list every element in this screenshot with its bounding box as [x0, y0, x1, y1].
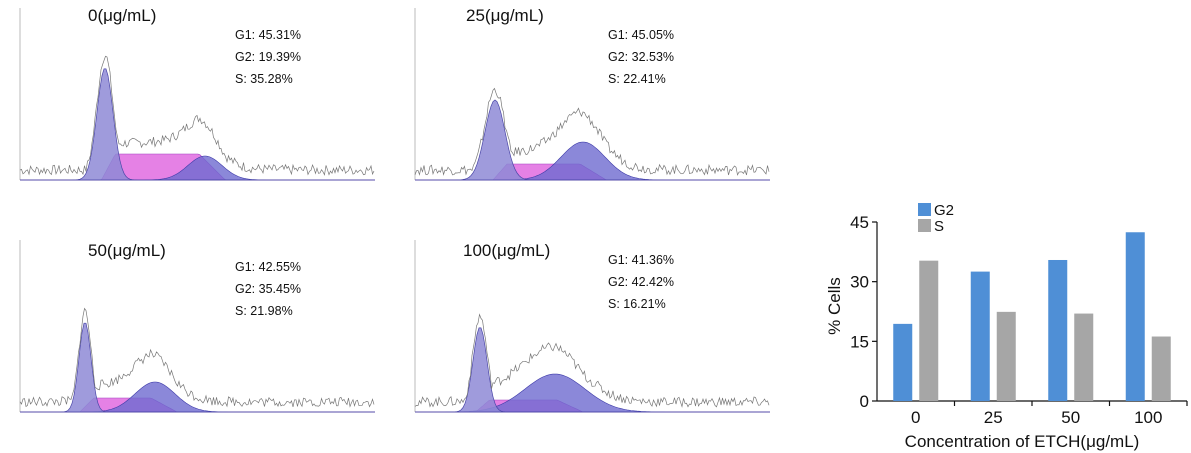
y-tick-label: 30: [850, 273, 869, 292]
bar-s-0: [919, 260, 939, 401]
x-axis-label: Concentration of ETCH(μg/mL): [905, 432, 1140, 451]
g1-phase-fit: [20, 322, 375, 413]
histogram-plot-50: [19, 240, 375, 413]
raw-trace: [19, 55, 375, 176]
y-tick-label: 0: [860, 392, 869, 411]
concentration-value: 100: [463, 241, 492, 260]
concentration-unit: (μg/mL): [106, 241, 166, 260]
bar-s-100: [1151, 336, 1171, 401]
x-tick-label: 100: [1134, 408, 1162, 427]
y-tick-label: 45: [850, 213, 869, 232]
concentration-unit: (μg/mL): [97, 6, 157, 25]
histogram-panel-25: 25(μg/mL) G1: 45.05% G2: 32.53% S: 22.41…: [395, 0, 785, 195]
s-percent: S: 21.98%: [235, 304, 293, 318]
g1-phase-fit: [415, 99, 770, 181]
x-tick-label: 0: [911, 408, 920, 427]
g2-percent: G2: 42.42%: [608, 275, 675, 289]
histogram-panel-50: 50(μg/mL) G1: 42.55% G2: 35.45% S: 21.98…: [0, 232, 390, 427]
bar-s-25: [996, 311, 1016, 401]
legend-swatch-g2: [918, 203, 931, 216]
s-percent: S: 35.28%: [235, 72, 293, 86]
legend-label-g2: G2: [934, 202, 954, 219]
histogram-panel-0: 0(μg/mL) G1: 45.31% G2: 19.39% S: 35.28%: [0, 0, 390, 195]
y-tick-label: 15: [850, 332, 869, 351]
raw-trace: [414, 313, 770, 408]
bar-g2-0: [893, 323, 913, 401]
bar-s-50: [1074, 313, 1094, 401]
histogram-plot-100: [414, 240, 770, 413]
concentration-value: 25: [466, 6, 485, 25]
g1-percent: G1: 42.55%: [235, 260, 302, 274]
s-percent: S: 22.41%: [608, 72, 666, 86]
histogram-plot-0: [19, 8, 375, 181]
raw-trace: [19, 307, 375, 408]
raw-trace: [414, 87, 770, 176]
bar-chart-axes: 0 15 30 45 0 25 50 100: [850, 213, 1188, 427]
concentration-unit: (μg/mL): [491, 241, 551, 260]
g2-percent: G2: 32.53%: [608, 50, 675, 64]
g2-percent: G2: 19.39%: [235, 50, 302, 64]
concentration-label: 0(μg/mL): [88, 6, 156, 26]
bar-chart-legend: G2S: [918, 202, 954, 235]
x-tick-label: 25: [984, 408, 1003, 427]
concentration-label: 50(μg/mL): [88, 241, 166, 261]
concentration-label: 100(μg/mL): [463, 241, 550, 261]
legend-swatch-s: [918, 219, 931, 232]
concentration-unit: (μg/mL): [484, 6, 544, 25]
concentration-label: 25(μg/mL): [466, 6, 544, 26]
g1-percent: G1: 45.05%: [608, 28, 675, 42]
g1-phase-fit: [415, 327, 770, 413]
bar-g2-25: [970, 271, 990, 401]
bar-chart-bars: [893, 232, 1171, 401]
concentration-value: 0: [88, 6, 98, 25]
bar-g2-50: [1048, 259, 1068, 401]
s-percent: S: 16.21%: [608, 297, 666, 311]
bar-g2-100: [1125, 232, 1145, 401]
histogram-panel-100: 100(μg/mL) G1: 41.36% G2: 42.42% S: 16.2…: [395, 232, 785, 427]
g1-percent: G1: 45.31%: [235, 28, 302, 42]
g1-percent: G1: 41.36%: [608, 253, 675, 267]
g1-phase-fit: [20, 68, 375, 181]
x-tick-label: 50: [1061, 408, 1080, 427]
concentration-value: 50: [88, 241, 107, 260]
g2-percent: G2: 35.45%: [235, 282, 302, 296]
y-axis-label: % Cells: [825, 277, 844, 335]
legend-label-s: S: [934, 218, 944, 235]
histogram-plot-25: [414, 8, 770, 181]
